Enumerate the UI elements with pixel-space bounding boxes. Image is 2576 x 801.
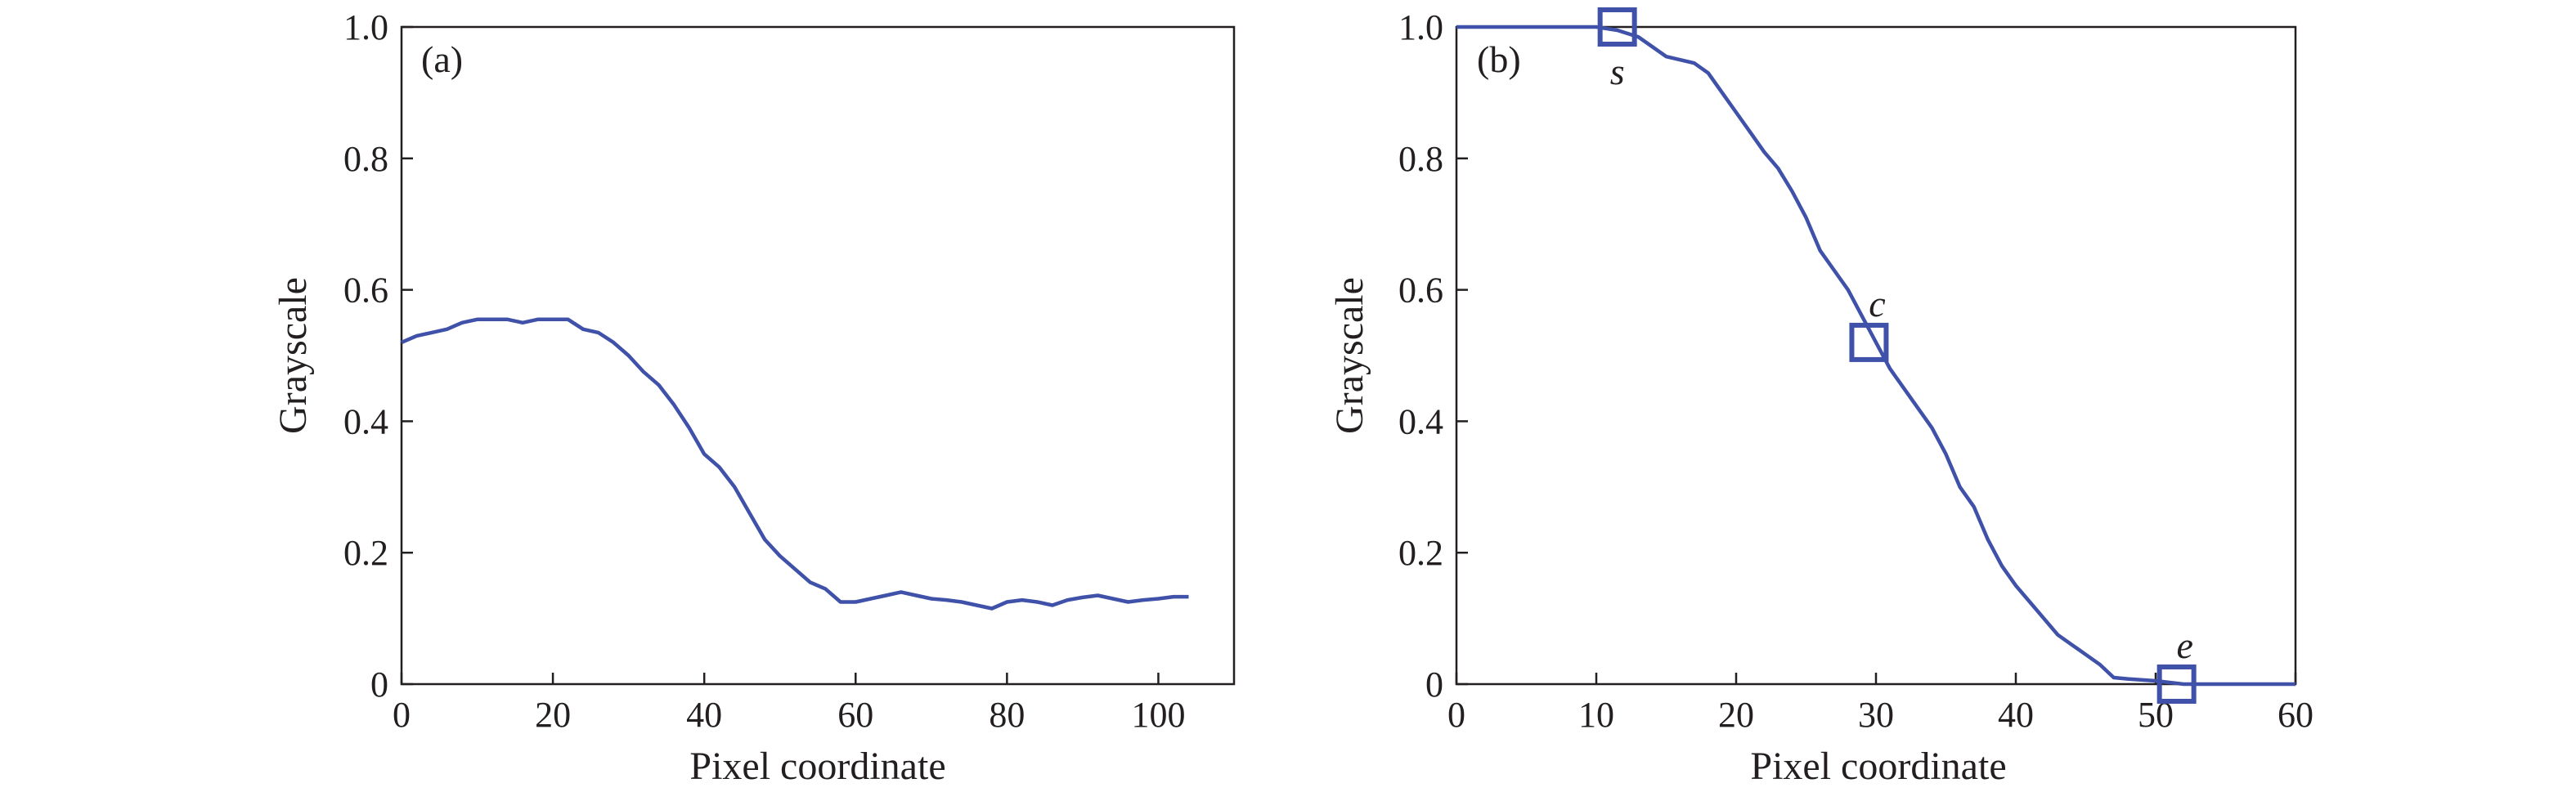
x-tick-label-a: 80: [989, 695, 1025, 735]
x-tick-label-a: 0: [393, 695, 411, 735]
y-tick-label-b: 1.0: [1398, 7, 1443, 47]
y-tick-label-a: 0.2: [343, 533, 388, 573]
x-tick-label-b: 10: [1578, 695, 1614, 735]
series-line-a: [401, 317, 1189, 611]
chart-panel-a: 0 20 40 60 80 100 0 0.2 0.4 0.6 0.8 1.0 (a) Pixel c…: [272, 7, 1236, 788]
x-tick-label-b: 60: [2278, 695, 2313, 735]
marker-e: [2156, 665, 2197, 704]
y-tick-label-a: 0.8: [343, 139, 388, 179]
x-axis-label-a: Pixel coordinate: [689, 745, 945, 788]
y-axis-label-a: Grayscale: [272, 277, 315, 434]
y-tick-label-b: 0.8: [1398, 139, 1443, 179]
y-tick-label-b: 0: [1425, 665, 1443, 705]
plot-area-a: 0 20 40 60 80 100 0 0.2 0.4 0.6 0.8 1.0: [343, 7, 1236, 735]
x-tick-label-a: 20: [535, 695, 571, 735]
x-tick-label-a: 100: [1131, 695, 1185, 735]
y-tick-label-a: 0: [370, 665, 388, 705]
y-tick-label-b: 0.6: [1398, 271, 1443, 311]
x-tick-label-b: 20: [1718, 695, 1754, 735]
x-tick-label-b: 30: [1858, 695, 1894, 735]
x-tick-label-a: 40: [686, 695, 722, 735]
y-tick-label-b: 0.4: [1398, 401, 1443, 441]
plot-frame-b: [1455, 25, 2297, 686]
marker-s: [1597, 7, 1637, 47]
series-line-b: [1456, 25, 2296, 687]
y-tick-label-b: 0.2: [1398, 533, 1443, 573]
plot-frame-a: [400, 25, 1236, 686]
marker-label-e: e: [2176, 624, 2192, 666]
x-tick-label-b: 40: [1998, 695, 2034, 735]
panel-label-b: (b): [1477, 38, 1521, 80]
y-tick-label-a: 0.6: [343, 271, 388, 311]
x-axis-label-b: Pixel coordinate: [1750, 745, 2006, 788]
x-tick-label-b: 0: [1447, 695, 1465, 735]
x-tick-label-a: 60: [837, 695, 873, 735]
y-tick-label-a: 1.0: [343, 7, 388, 47]
y-tick-label-a: 0.4: [343, 401, 388, 441]
panel-label-a: (a): [421, 38, 463, 80]
marker-label-c: c: [1869, 283, 1885, 324]
marker-c: [1849, 322, 1889, 362]
y-axis-label-b: Grayscale: [1328, 277, 1371, 434]
marker-label-s: s: [1610, 51, 1625, 92]
